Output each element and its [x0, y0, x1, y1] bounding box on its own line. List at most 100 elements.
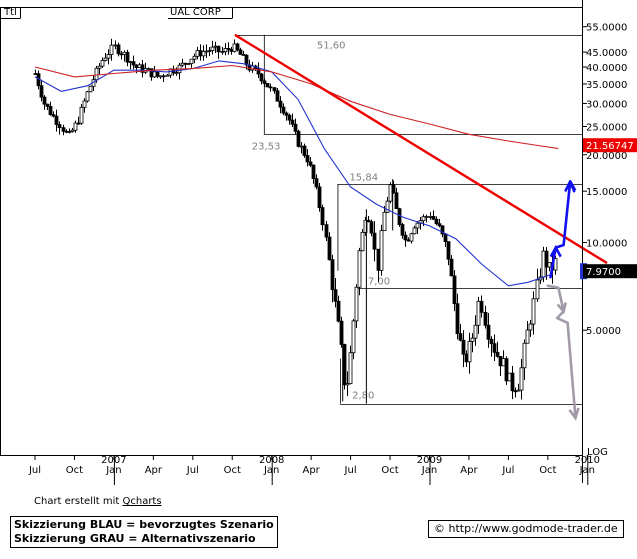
candle — [461, 330, 466, 368]
candle-body — [458, 333, 463, 341]
candle-body — [428, 216, 433, 218]
candle — [446, 241, 451, 266]
y-tick-label: 15.0000 — [586, 187, 627, 198]
candle-body — [238, 49, 243, 55]
year-label: 2008 — [259, 455, 284, 466]
candle — [45, 103, 50, 111]
candle-body — [204, 50, 209, 53]
candle — [152, 65, 157, 78]
candle — [507, 372, 512, 382]
qcharts-link[interactable]: Qcharts — [122, 496, 162, 507]
x-tick-label: Jul — [186, 465, 199, 476]
candle-body — [342, 344, 347, 386]
candle — [48, 101, 53, 116]
candle-body — [116, 44, 121, 55]
candle-body — [360, 231, 365, 252]
candle — [443, 233, 448, 247]
candle-body — [183, 62, 188, 65]
candle-body — [51, 114, 56, 117]
candle-body — [265, 83, 270, 88]
price-candles — [33, 38, 558, 404]
candle — [109, 38, 114, 61]
candle-body — [186, 63, 191, 65]
candle — [262, 78, 267, 88]
candle — [327, 232, 332, 261]
copyright-link[interactable]: © http://www.godmode-trader.de — [428, 520, 624, 538]
candle — [85, 90, 90, 103]
level-label: 15,84 — [349, 173, 378, 184]
moving-average-line — [34, 64, 559, 150]
candle-body — [76, 122, 81, 125]
x-tick-label: Jul — [28, 465, 41, 476]
candle-body — [33, 73, 38, 75]
candle — [452, 270, 457, 312]
candle — [192, 53, 197, 64]
candle — [345, 371, 350, 397]
candle — [180, 58, 185, 68]
candle — [42, 95, 47, 110]
level-label: 23,53 — [252, 142, 281, 153]
candle-body — [486, 324, 491, 340]
candle-body — [198, 50, 203, 57]
candle — [513, 387, 518, 398]
candle — [348, 345, 353, 385]
candle-body — [437, 223, 442, 227]
candle-body — [152, 71, 157, 78]
candle-body — [473, 324, 478, 339]
candle-body — [216, 45, 221, 53]
y-tick-label: 30.0000 — [586, 99, 627, 110]
candle — [259, 72, 264, 85]
candle-body — [305, 155, 310, 163]
trendline — [234, 33, 608, 265]
candle-body — [470, 337, 475, 342]
candle-body — [272, 87, 277, 92]
candle-body — [82, 100, 87, 108]
candle-body — [57, 124, 62, 129]
candle — [57, 121, 62, 135]
y-tick-label: 40.0000 — [586, 63, 627, 74]
candle — [106, 49, 111, 65]
candle-body — [476, 300, 481, 326]
candle — [204, 44, 209, 58]
x-tick-label: Apr — [460, 465, 478, 476]
candle-body — [440, 225, 445, 235]
candle — [437, 218, 442, 228]
candle — [39, 79, 44, 102]
candle-body — [464, 353, 469, 363]
candle — [299, 142, 304, 154]
candle-body — [85, 91, 90, 102]
candle — [440, 225, 445, 238]
candle — [458, 323, 463, 342]
x-tick-label: Apr — [302, 465, 320, 476]
candle-body — [125, 51, 130, 63]
candle — [470, 333, 475, 353]
level-label: 2,80 — [352, 391, 374, 402]
candle-body — [369, 221, 374, 234]
x-tick-label: Jan — [263, 465, 279, 476]
candle — [244, 53, 249, 70]
candle-body — [501, 358, 506, 367]
candle-body — [317, 186, 322, 208]
candle — [61, 124, 66, 136]
candle-body — [42, 96, 47, 105]
candle — [372, 221, 377, 262]
candle-body — [70, 129, 75, 132]
candle — [216, 45, 221, 59]
candle-body — [388, 184, 393, 202]
candle-body — [268, 86, 273, 89]
candle-body — [281, 106, 286, 114]
candle — [296, 129, 301, 148]
candle-body — [293, 123, 298, 132]
candle-body — [119, 53, 124, 56]
candle — [73, 120, 78, 133]
candle-body — [88, 85, 93, 93]
candle-body — [507, 372, 512, 382]
candle — [531, 291, 536, 335]
candle — [290, 113, 295, 127]
candle-body — [113, 44, 118, 47]
candle — [544, 247, 549, 280]
y-tick-label: 20.0000 — [586, 151, 627, 162]
candle — [492, 334, 497, 361]
candle-body — [354, 286, 359, 322]
x-tick-label: Jan — [105, 465, 121, 476]
